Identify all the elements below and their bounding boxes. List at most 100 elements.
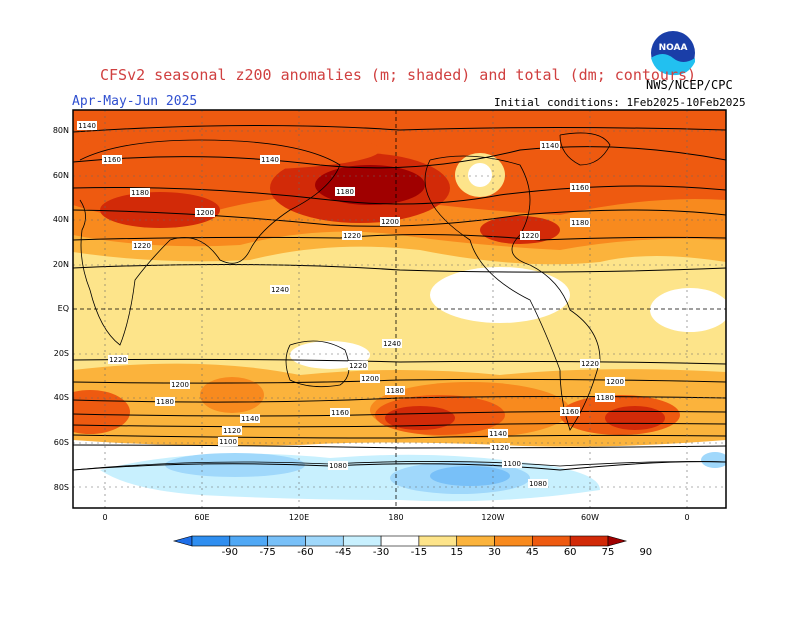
colorbar-tick-label: 30 bbox=[488, 547, 501, 558]
lon-label: 180 bbox=[388, 513, 403, 522]
colorbar-segment bbox=[191, 535, 231, 547]
contour-label-bg bbox=[570, 218, 590, 227]
colorbar-tick-label: 15 bbox=[450, 547, 463, 558]
contour-label-bg bbox=[335, 187, 355, 196]
lat-label: 40N bbox=[53, 215, 69, 224]
contour-label-bg bbox=[348, 361, 368, 370]
colorbar-segment bbox=[305, 535, 344, 547]
contour-label-bg bbox=[490, 443, 510, 452]
lat-label: 40S bbox=[54, 393, 69, 402]
colorbar-arrow-right bbox=[607, 535, 628, 547]
agency-label: NWS/NCEP/CPC bbox=[646, 78, 733, 92]
contour-label-bg bbox=[360, 374, 380, 383]
colorbar-tick-label: 90 bbox=[639, 547, 652, 558]
colorbar-segment bbox=[342, 535, 382, 547]
colorbar-segment bbox=[267, 535, 306, 547]
colorbar-segment bbox=[229, 535, 268, 547]
contour-label-bg bbox=[380, 217, 400, 226]
colorbar-tick-label: -60 bbox=[297, 547, 313, 558]
colorbar-segment bbox=[418, 535, 458, 547]
colorbar-tick-label: -30 bbox=[373, 547, 389, 558]
contour-label-bg bbox=[560, 407, 580, 416]
contour-label: 1160 bbox=[561, 408, 579, 416]
contour-label: 1220 bbox=[581, 360, 599, 368]
lon-label: 120W bbox=[481, 513, 504, 522]
contour-label-bg bbox=[540, 141, 560, 150]
contour-label: 1240 bbox=[383, 340, 401, 348]
lat-label: 80N bbox=[53, 126, 69, 135]
contour-label: 1160 bbox=[331, 409, 349, 417]
contour-label: 1120 bbox=[223, 427, 241, 435]
colorbar-tick-label: -90 bbox=[222, 547, 238, 558]
contour-label-bg bbox=[77, 121, 97, 130]
colorbar-tick-label: -45 bbox=[335, 547, 351, 558]
contour-label: 1080 bbox=[529, 480, 547, 488]
contour-label: 1120 bbox=[491, 444, 509, 452]
contour-label-bg bbox=[342, 231, 362, 240]
contour-label: 1160 bbox=[103, 156, 121, 164]
map-title: CFSv2 seasonal z200 anomalies (m; shaded… bbox=[100, 66, 697, 84]
contour-label-bg bbox=[260, 155, 280, 164]
colorbar-segment bbox=[569, 535, 609, 547]
contour-label-bg bbox=[102, 155, 122, 164]
colorbar-tick-label: 60 bbox=[564, 547, 577, 558]
contour-label: 1140 bbox=[261, 156, 279, 164]
contour-label: 1080 bbox=[329, 462, 347, 470]
contour-label: 1160 bbox=[571, 184, 589, 192]
lat-label: 20N bbox=[53, 260, 69, 269]
contour-label-bg bbox=[130, 188, 150, 197]
period-label: Apr-May-Jun 2025 bbox=[72, 94, 198, 109]
contour-label-bg bbox=[528, 479, 548, 488]
contour-label: 1180 bbox=[131, 189, 149, 197]
colorbar-tick-label: -75 bbox=[259, 547, 275, 558]
colorbar-tick-label: -15 bbox=[411, 547, 427, 558]
colorbar-tick-label: 45 bbox=[526, 547, 539, 558]
contour-label-bg bbox=[502, 459, 522, 468]
contour-label: 1140 bbox=[541, 142, 559, 150]
initial-conditions-label: Initial conditions: 1Feb2025-10Feb2025 bbox=[494, 96, 746, 109]
colorbar-segment bbox=[494, 535, 533, 547]
contour-label: 1200 bbox=[361, 375, 379, 383]
logo-text: NOAA bbox=[659, 43, 688, 53]
contour-label-bg bbox=[595, 393, 615, 402]
colorbar-segment bbox=[532, 535, 571, 547]
lat-label: 80S bbox=[54, 483, 69, 492]
lon-label: 60E bbox=[194, 513, 209, 522]
lon-label: 0 bbox=[684, 513, 689, 522]
colorbar-segment bbox=[456, 535, 495, 547]
lat-label: EQ bbox=[58, 304, 69, 313]
contour-label-bg bbox=[330, 408, 350, 417]
contour-label: 1220 bbox=[349, 362, 367, 370]
contour-label: 1240 bbox=[271, 286, 289, 294]
lon-label: 120E bbox=[289, 513, 309, 522]
contour-label: 1200 bbox=[381, 218, 399, 226]
lon-label: 0 bbox=[102, 513, 107, 522]
contour-label: 1180 bbox=[596, 394, 614, 402]
contour-label-bg bbox=[132, 241, 152, 250]
contour-label-bg bbox=[195, 208, 215, 217]
contour-label-bg bbox=[580, 359, 600, 368]
contour-label-bg bbox=[570, 183, 590, 192]
colorbar-tick-label: 75 bbox=[602, 547, 615, 558]
lat-label: 20S bbox=[54, 349, 69, 358]
contour-label: 1200 bbox=[606, 378, 624, 386]
contour-label: 1100 bbox=[503, 460, 521, 468]
contour-label-bg bbox=[170, 380, 190, 389]
contour-label: 1220 bbox=[521, 232, 539, 240]
contour-label: 1180 bbox=[571, 219, 589, 227]
contour-label-bg bbox=[155, 397, 175, 406]
lat-label: 60N bbox=[53, 171, 69, 180]
contour-label-bg bbox=[240, 414, 260, 423]
lat-label: 60S bbox=[54, 438, 69, 447]
contour-label: 1100 bbox=[219, 438, 237, 446]
contour-label: 1140 bbox=[489, 430, 507, 438]
contour-label: 1140 bbox=[78, 122, 96, 130]
contour-label: 1140 bbox=[241, 415, 259, 423]
contour-label-bg bbox=[108, 355, 128, 364]
colorbar-arrow-left bbox=[172, 535, 193, 547]
contour-label-bg bbox=[222, 426, 242, 435]
contour-label-bg bbox=[488, 429, 508, 438]
contour-label-bg bbox=[270, 285, 290, 294]
colorbar-segment bbox=[380, 535, 420, 547]
